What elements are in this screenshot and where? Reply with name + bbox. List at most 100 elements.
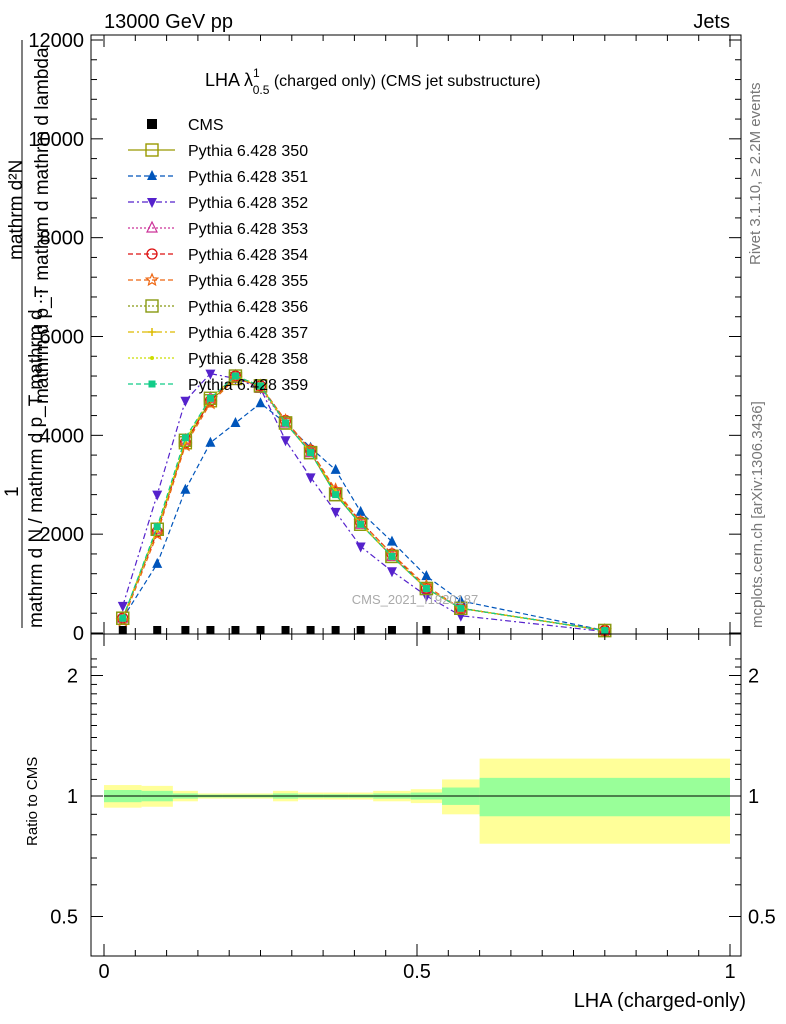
ratio-x-axis: 0 0.5 1 (98, 634, 736, 983)
plot-title-rest: (charged only) (CMS jet substructure) (269, 73, 540, 90)
series-point-7 (228, 369, 243, 383)
main-y-axis-label: mathrm d²N mathrm d p_T mathrm d mathrm … (2, 40, 53, 628)
plot-title-main: LHA λ (205, 70, 253, 90)
series-point-2 (205, 436, 216, 447)
ylabel-mid: mathrm d p_T mathrm d mathrm d lambda (32, 47, 53, 404)
legend-entry: Pythia 6.428 359 (128, 377, 308, 394)
series-line-10 (122, 375, 605, 632)
legend-marker (144, 272, 160, 287)
series-point-7 (253, 379, 268, 393)
legend-label: Pythia 6.428 352 (188, 195, 308, 212)
series-point-3 (280, 436, 291, 447)
series-point-6 (228, 370, 243, 385)
series-line-6 (122, 377, 605, 632)
series-point-3 (355, 542, 366, 553)
main-panel: 0 2000 4000 6000 8000 10000 12000 CMS_2021_I19… (2, 30, 742, 645)
legend-label: CMS (188, 117, 224, 134)
series-point-3 (205, 369, 216, 380)
ratio-panel: 0.5 0.51 12 2 0 0.5 1 Ratio to CMS LHA (charg… (24, 633, 776, 1012)
series-point-10 (457, 604, 465, 612)
series-point-0 (153, 626, 162, 634)
main-y-axis: 0 2000 4000 6000 8000 10000 12000 (28, 30, 741, 645)
ylabel-bottom: mathrm d N / mathrm d p_T mathrm d ... (26, 288, 47, 628)
legend-entry: Pythia 6.428 354 (128, 247, 308, 264)
series-10 (119, 372, 609, 635)
series-point-0 (331, 626, 340, 634)
plot-title-sup: 1 (253, 66, 260, 80)
series-point-6 (115, 613, 130, 627)
series-point-2 (230, 416, 241, 427)
ratio-y-tick-label: 2 (67, 666, 78, 688)
series-point-0 (356, 626, 365, 634)
series-point-2 (386, 535, 397, 546)
ratio-y-tick-label-right: 1 (748, 786, 759, 808)
series-point-2 (255, 397, 266, 408)
legend-marker (146, 220, 158, 233)
series-point-2 (421, 570, 432, 581)
series-point-3 (305, 473, 316, 484)
rivet-label: Rivet 3.1.10, ≥ 2.2M events (747, 83, 764, 266)
series-point-3 (386, 567, 397, 578)
ratio-x-tick-label: 0 (98, 961, 109, 983)
series-point-7 (116, 611, 130, 625)
series-point-3 (330, 507, 341, 518)
series-point-0 (456, 626, 465, 634)
series-point-0 (256, 626, 265, 634)
series-point-2 (355, 505, 366, 516)
ylabel-top: mathrm d²N (6, 160, 27, 260)
series-point-7 (278, 416, 293, 430)
series-point-7 (353, 517, 368, 531)
legend-label: Pythia 6.428 359 (188, 377, 308, 394)
main-y-tick-label: 2000 (40, 524, 85, 546)
series-point-0 (306, 626, 315, 634)
main-y-tick-label: 12000 (28, 30, 84, 52)
mcplots-label: mcplots.cern.ch [arXiv:1306.3436] (749, 401, 766, 628)
main-y-tick-label: 0 (73, 623, 84, 645)
legend-entry: CMS (147, 117, 224, 134)
series-point-2 (180, 483, 191, 494)
ratio-y-tick-label-right: 2 (748, 666, 759, 688)
plot-title-sub: 0.5 (253, 83, 270, 97)
ratio-bands (104, 758, 730, 844)
legend-entry: Pythia 6.428 353 (128, 220, 308, 238)
series-point-0 (281, 626, 290, 634)
series-point-10 (181, 434, 189, 442)
ratio-y-tick-label-right: 0.5 (748, 907, 776, 929)
x-axis-label: LHA (charged-only) (574, 990, 746, 1012)
series-point-0 (422, 626, 431, 634)
main-y-tick-label: 4000 (40, 425, 85, 447)
legend-label: Pythia 6.428 357 (188, 325, 308, 342)
legend-label: Pythia 6.428 358 (188, 351, 308, 368)
analysis-id-watermark: CMS_2021_I1920187 (352, 592, 479, 607)
legend-label: Pythia 6.428 354 (188, 247, 308, 264)
ratio-x-tick-label: 0.5 (403, 961, 431, 983)
legend-label: Pythia 6.428 353 (188, 221, 308, 238)
series-point-10 (307, 449, 315, 457)
series-line-2 (122, 402, 605, 632)
series-point-0 (387, 626, 396, 634)
ratio-y-tick-label: 1 (67, 786, 78, 808)
series-point-0 (181, 626, 190, 634)
series-point-7 (454, 601, 468, 615)
legend-marker (148, 328, 156, 336)
legend-entry: Pythia 6.428 356 (128, 299, 308, 316)
series-point-5 (420, 582, 433, 595)
ratio-band-inner (479, 777, 730, 817)
series-point-0 (231, 626, 240, 634)
category-label: Jets (693, 11, 730, 33)
series-point-3 (152, 490, 163, 501)
series-point-10 (357, 520, 365, 528)
legend-marker (148, 380, 156, 388)
series-point-10 (119, 614, 127, 622)
series-0 (118, 626, 609, 634)
plot-title: LHA λ1 0.5 (charged only) (CMS jet substr… (205, 66, 541, 97)
series-point-10 (257, 382, 264, 390)
series-point-7 (150, 522, 164, 536)
series-point-10 (601, 627, 609, 635)
series-point-6 (178, 437, 193, 452)
series-point-0 (206, 626, 215, 634)
legend-marker (145, 299, 159, 313)
main-series-layer (115, 368, 612, 638)
ratio-y-tick-label: 0.5 (50, 907, 78, 929)
series-point-10 (231, 372, 239, 380)
